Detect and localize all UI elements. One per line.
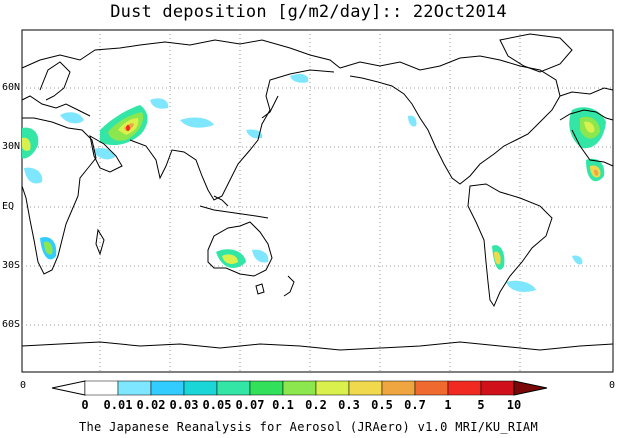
gridlines [22, 30, 613, 372]
colorbar-label: 0.1 [272, 398, 294, 412]
colorbar-cell [315, 380, 350, 396]
colorbar-label: 1 [444, 398, 452, 412]
lat-label-30n: 30N [2, 141, 21, 152]
colorbar-cell [216, 380, 251, 396]
world-map [21, 29, 614, 373]
colorbar-label: 0.3 [338, 398, 360, 412]
colorbar-cell [183, 380, 218, 396]
map-title: Dust deposition [g/m2/day]:: 22Oct2014 [110, 2, 507, 22]
colorbar-cell [150, 380, 185, 396]
colorbar [51, 380, 548, 396]
colorbar-cell [381, 380, 416, 396]
footer-credit: The Japanese Reanalysis for Aerosol (JRA… [78, 420, 538, 434]
colorbar-label: 0.05 [202, 398, 232, 412]
map-frame [21, 29, 614, 373]
dust-deposition-field [22, 74, 606, 292]
lat-label-60s: 60S [2, 319, 21, 330]
colorbar-cell [117, 380, 152, 396]
colorbar-label: 10 [506, 398, 522, 412]
colorbar-cell [447, 380, 482, 396]
lat-label-60n: 60N [2, 82, 21, 93]
colorbar-cell [480, 380, 515, 396]
axis-zero-right: 0 [609, 380, 616, 391]
colorbar-high-arrow [513, 380, 548, 396]
colorbar-cell [282, 380, 317, 396]
colorbar-label: 0.02 [136, 398, 166, 412]
colorbar-label: 5 [477, 398, 485, 412]
colorbar-label: 0.5 [371, 398, 393, 412]
colorbar-cell [84, 380, 119, 396]
colorbar-cell [348, 380, 383, 396]
lat-label-30s: 30S [2, 260, 21, 271]
colorbar-label: 0.7 [404, 398, 426, 412]
axis-zero-left: 0 [20, 380, 27, 391]
colorbar-label: 0.2 [305, 398, 327, 412]
colorbar-cell [249, 380, 284, 396]
lat-label-eq: EQ [2, 201, 15, 212]
colorbar-label: 0.03 [169, 398, 199, 412]
colorbar-label: 0 [81, 398, 89, 412]
colorbar-low-arrow [51, 380, 86, 396]
colorbar-label: 0.01 [103, 398, 133, 412]
colorbar-cell [414, 380, 449, 396]
colorbar-label: 0.07 [235, 398, 265, 412]
coastlines [21, 33, 614, 351]
